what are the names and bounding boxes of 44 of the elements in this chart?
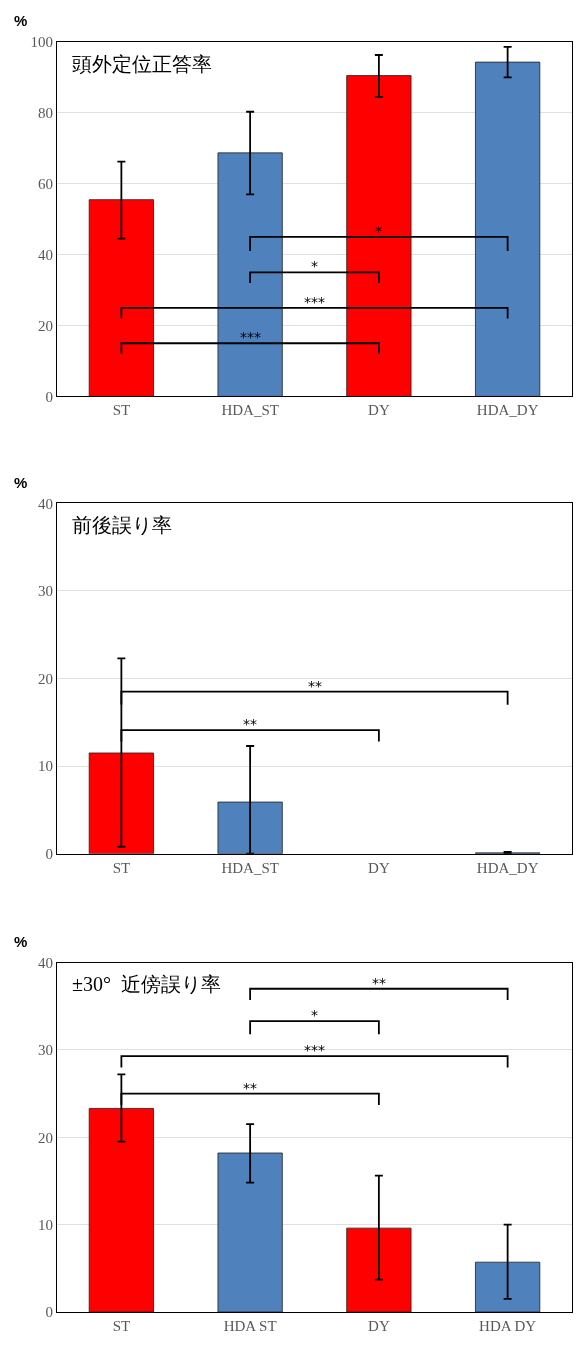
annotation: **: [243, 716, 257, 732]
y-tick-label: 20: [38, 1129, 53, 1146]
y-tick-label: 100: [30, 34, 53, 51]
annotation: **: [243, 1080, 257, 1096]
x-tick-label: ST: [112, 402, 131, 419]
x-tick-label: DY: [368, 402, 390, 419]
x-tick-label: DY: [368, 1318, 390, 1334]
text: 前後誤り率: [72, 514, 172, 536]
y-axis-title: %: [14, 474, 28, 491]
y-axis-title: %: [14, 12, 28, 29]
annotation: *: [311, 1007, 318, 1023]
annotation: ***: [304, 294, 325, 310]
x-tick-label: HDA_ST: [221, 402, 279, 419]
x-tick-label: HDA_ST: [221, 859, 279, 876]
y-tick-label: 30: [38, 1042, 53, 1059]
y-tick-label: 40: [38, 954, 53, 971]
y-tick-label: 20: [38, 317, 53, 334]
x-tick-label: ST: [112, 1318, 131, 1334]
annotation: ***: [304, 1042, 325, 1058]
y-tick-label: 60: [38, 175, 53, 192]
x-tick-label: HDA DY: [479, 1318, 537, 1334]
annotation: *: [375, 223, 382, 239]
y-tick-label: 40: [38, 246, 53, 263]
y-tick-label: 80: [38, 105, 53, 122]
y-tick-label: 10: [38, 1216, 53, 1233]
y-tick-label: 0: [45, 1304, 53, 1321]
annotation: ***: [240, 329, 261, 345]
x-tick-label: ST: [112, 859, 131, 876]
y-tick-label: 0: [45, 388, 53, 405]
text: ±30° 近傍誤り率: [72, 973, 221, 995]
annotation: *: [311, 258, 318, 274]
y-tick-label: 20: [38, 670, 53, 687]
text: 頭外定位正答率: [72, 53, 212, 75]
annotation: **: [372, 975, 386, 991]
x-tick-label: HDA ST: [223, 1318, 277, 1334]
y-tick-label: 0: [45, 846, 53, 862]
x-tick-label: DY: [368, 859, 390, 876]
y-axis-title: %: [14, 933, 28, 950]
y-tick-label: 40: [38, 495, 53, 512]
annotation: **: [308, 678, 322, 694]
x-tick-label: HDA_DY: [476, 859, 539, 876]
y-tick-label: 30: [38, 583, 53, 600]
x-tick-label: HDA_DY: [476, 402, 539, 419]
y-tick-label: 10: [38, 758, 53, 775]
